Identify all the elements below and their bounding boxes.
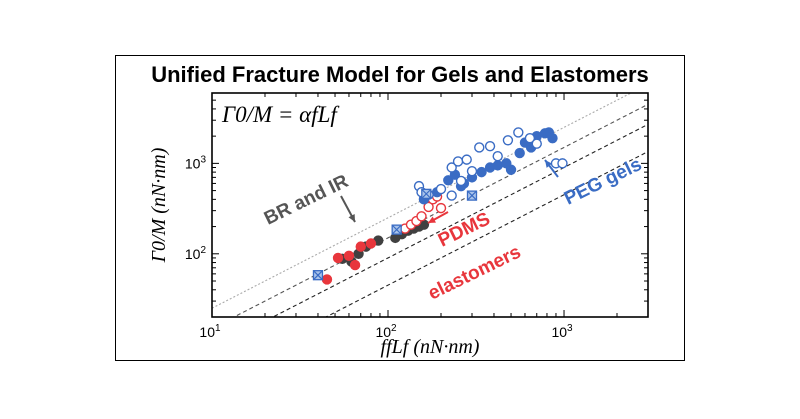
data-point <box>492 151 503 162</box>
equation-label: Γ0/M = αfLf <box>221 102 340 127</box>
axes-box <box>211 92 649 318</box>
annotation-label-1: BR and IR <box>261 171 352 230</box>
data-points <box>312 127 568 285</box>
data-point <box>466 165 478 177</box>
data-point <box>452 156 464 167</box>
data-point <box>502 135 514 146</box>
y-axis-label: Γ0/M (nN·nm) <box>148 147 170 263</box>
data-point <box>531 138 542 149</box>
data-point <box>455 175 467 187</box>
data-point <box>513 127 524 138</box>
y-tick-label: 102 <box>185 245 207 262</box>
data-point <box>505 164 517 175</box>
data-point-cross <box>467 190 477 201</box>
reference-line-1 <box>324 151 648 317</box>
reference-lines <box>212 93 648 317</box>
figure-frame: Unified Fracture Model for Gels and Elas… <box>115 55 685 361</box>
data-point <box>547 132 558 144</box>
data-point <box>343 250 355 262</box>
annotation-label-3: elastomers <box>425 242 524 305</box>
data-point <box>416 211 427 222</box>
data-point <box>484 140 496 152</box>
data-point <box>476 166 487 178</box>
data-point <box>435 183 447 195</box>
y-tick-label: 103 <box>185 154 207 171</box>
reference-line-3 <box>232 103 648 317</box>
data-point <box>349 259 361 271</box>
data-point <box>435 202 447 214</box>
x-tick-label: 103 <box>551 323 573 340</box>
data-point <box>524 132 536 144</box>
data-point <box>557 158 568 169</box>
data-point-cross <box>391 224 402 235</box>
data-point <box>474 142 485 153</box>
data-point <box>461 154 472 165</box>
data-point <box>321 274 333 285</box>
reference-line-2 <box>271 123 648 317</box>
data-point-cross <box>421 188 432 199</box>
data-point-cross <box>313 270 323 281</box>
data-point <box>365 238 377 249</box>
axis-ticks <box>211 92 649 318</box>
peg-arrow-head <box>545 160 553 168</box>
data-point <box>446 190 457 201</box>
data-point <box>492 160 503 171</box>
data-point <box>355 241 366 252</box>
x-tick-label: 102 <box>375 323 397 340</box>
chart-title: Unified Fracture Model for Gels and Elas… <box>151 62 649 87</box>
br-ir-arrow-head <box>348 214 355 222</box>
data-point <box>446 162 457 173</box>
data-point <box>514 147 525 159</box>
x-tick-label: 101 <box>199 323 221 340</box>
x-axis-label: ffLf (nN·nm) <box>381 336 480 358</box>
pdms-arrow-head <box>428 216 436 223</box>
data-point <box>443 175 454 186</box>
data-point <box>332 252 344 264</box>
data-point <box>423 201 434 213</box>
